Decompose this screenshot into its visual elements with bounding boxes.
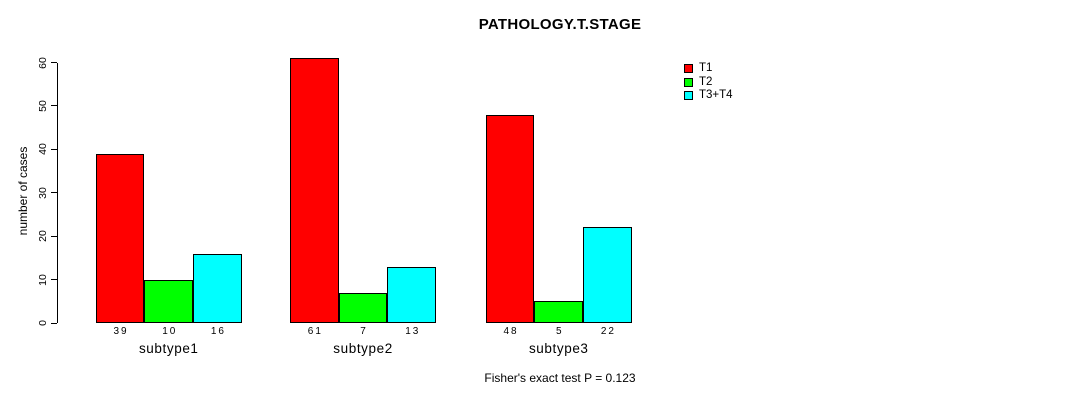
legend-label: T3+T4 <box>699 89 733 101</box>
bar-value-label: 5 <box>555 326 564 337</box>
y-axis-tick <box>51 148 57 150</box>
bar-value-label: 48 <box>503 326 519 337</box>
y-axis-tick-label: 30 <box>37 186 49 199</box>
y-axis-title: number of cases <box>16 146 30 236</box>
y-axis-tick <box>51 62 57 63</box>
y-axis-tick-label: 0 <box>37 320 49 326</box>
y-axis-tick <box>51 192 57 194</box>
y-axis-tick-label: 50 <box>37 100 49 112</box>
bar-subtype1-t1 <box>95 153 145 323</box>
legend-swatch-t2 <box>684 77 693 87</box>
bar-value-label: 13 <box>405 326 421 337</box>
y-axis-line <box>57 62 58 323</box>
legend: T1 T2 T3+T4 <box>684 62 733 103</box>
legend-label: T2 <box>699 75 713 88</box>
bar-value-label: 39 <box>113 326 129 337</box>
legend-label: T1 <box>699 62 713 74</box>
bar-subtype3-t1 <box>485 114 535 323</box>
x-axis-category-label: subtype2 <box>333 341 393 356</box>
legend-row: T1 <box>684 62 733 76</box>
bar-value-label: 22 <box>600 326 616 337</box>
y-axis-tick-label: 10 <box>37 273 49 286</box>
bar-subtype3-t2 <box>534 301 584 323</box>
y-axis-tick-label: 20 <box>37 230 49 242</box>
bar-subtype1-t2 <box>144 279 194 323</box>
chart-title: PATHOLOGY.T.STAGE <box>478 16 642 33</box>
legend-swatch-t3+t4 <box>684 91 693 101</box>
bar-value-label: 16 <box>210 326 226 337</box>
y-axis-tick <box>51 235 57 237</box>
bar-value-label: 61 <box>307 326 323 337</box>
bar-subtype1-t3+t4 <box>193 253 242 323</box>
bar-subtype3-t3+t4 <box>583 227 632 323</box>
y-axis-tick <box>51 322 57 324</box>
y-axis-tick-label: 60 <box>37 56 49 69</box>
bar-subtype2-t2 <box>338 292 388 323</box>
bar-subtype2-t3+t4 <box>387 266 437 323</box>
bar-value-label: 7 <box>360 326 368 337</box>
y-axis-tick-label: 40 <box>37 143 49 156</box>
legend-swatch-t1 <box>684 64 693 74</box>
legend-row: T2 <box>684 76 733 90</box>
bar-subtype2-t1 <box>290 58 339 323</box>
x-axis-category-label: subtype3 <box>528 341 589 356</box>
x-axis-category-label: subtype1 <box>138 341 199 356</box>
stat-test-caption: Fisher's exact test P = 0.123 <box>484 371 636 385</box>
y-axis-tick <box>51 279 57 281</box>
y-axis-tick <box>51 105 57 107</box>
bar-value-label: 10 <box>162 326 178 337</box>
legend-row: T3+T4 <box>684 89 733 103</box>
